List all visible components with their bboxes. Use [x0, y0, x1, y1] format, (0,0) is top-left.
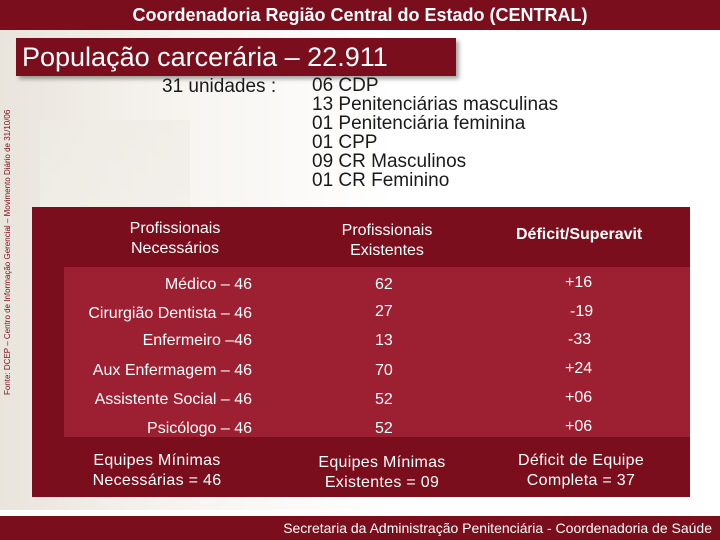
units-label: 31 unidades :	[162, 76, 277, 97]
role-cell: Cirurgião Dentista – 46	[88, 305, 252, 322]
page-title: Coordenadoria Região Central do Estado (…	[132, 5, 588, 25]
role-cell: Assistente Social – 46	[94, 391, 252, 408]
existing-cell: 27	[375, 303, 393, 320]
footer-text: Secretaria da Administração Penitenciári…	[283, 520, 712, 536]
role-cell: Aux Enfermagem – 46	[92, 362, 252, 379]
header-existing: Profissionais Existentes	[312, 221, 462, 261]
balance-cell: +06	[565, 418, 593, 435]
units-item: 13 Penitenciárias masculinas	[312, 94, 559, 115]
units-list: 06 CDP 13 Penitenciárias masculinas 01 P…	[312, 76, 558, 190]
footer-necessary-line1: Equipes Mínimas	[93, 452, 221, 469]
footer-necessary-line2: Necessárias = 46	[92, 472, 222, 489]
balance-cell: -33	[568, 331, 592, 348]
header-necessary: Profissionais Necessários	[100, 219, 250, 259]
staff-table-rows-box	[64, 267, 690, 437]
header-necessary-line2: Necessários	[130, 240, 220, 257]
existing-cell: 62	[375, 276, 393, 293]
footer-deficit-line2: Completa = 37	[526, 472, 636, 489]
header-necessary-line1: Profissionais	[129, 220, 221, 237]
role-cell: Médico – 46	[164, 276, 252, 293]
header-bar: Coordenadoria Região Central do Estado (…	[0, 0, 720, 30]
units-item: 06 CDP	[312, 75, 379, 96]
population-text: População carcerária – 22.911	[22, 42, 388, 72]
header-existing-line1: Profissionais	[341, 222, 433, 239]
units-item: 01 CR Feminino	[312, 170, 450, 191]
existing-cell: 52	[375, 420, 393, 437]
units-item: 09 CR Masculinos	[312, 151, 467, 172]
balance-cell: -19	[570, 303, 594, 320]
header-existing-line2: Existentes	[350, 242, 424, 259]
balance-cell: +16	[565, 274, 593, 291]
source-note: Fonte: DCEP – Centro de Informação Geren…	[3, 109, 12, 395]
balance-cell: +24	[565, 360, 593, 377]
role-cell: Psicólogo – 46	[147, 420, 252, 437]
units-item: 01 Penitenciária feminina	[312, 113, 526, 134]
footer-deficit-line1: Déficit de Equipe	[517, 452, 645, 469]
footer-existing-line2: Existentes = 09	[324, 474, 440, 491]
footer-existing-line1: Equipes Mínimas	[318, 454, 446, 471]
footer-necessary: Equipes Mínimas Necessárias = 46	[72, 451, 242, 491]
existing-cell: 52	[375, 391, 393, 408]
footer-existing: Equipes Mínimas Existentes = 09	[297, 453, 467, 493]
header-deficit: Déficit/Superavit	[516, 226, 643, 243]
balance-cell: +06	[565, 389, 593, 406]
units-item: 01 CPP	[312, 132, 378, 153]
role-cell: Enfermeiro –46	[142, 332, 252, 349]
population-banner: População carcerária – 22.911	[16, 38, 456, 76]
footer-deficit: Déficit de Equipe Completa = 37	[496, 451, 666, 491]
existing-cell: 70	[375, 362, 393, 379]
existing-cell: 13	[375, 332, 393, 349]
footer-bar: Secretaria da Administração Penitenciári…	[0, 516, 720, 540]
